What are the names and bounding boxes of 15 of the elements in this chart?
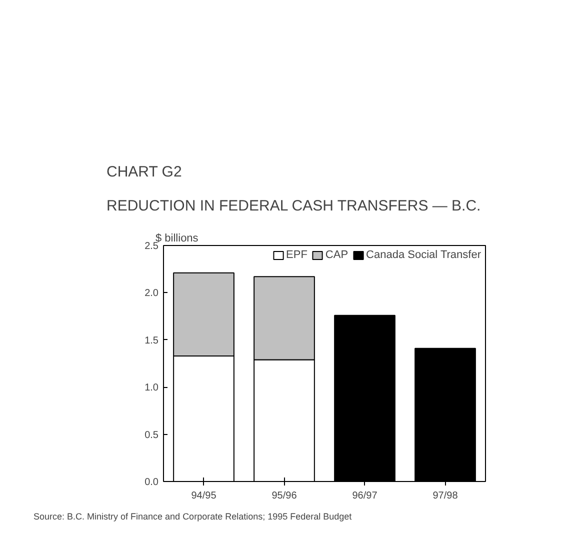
x-tick-label: 96/97 bbox=[352, 490, 378, 502]
chart-title: CHART G2 bbox=[106, 164, 182, 180]
y-tick-label: 1.5 bbox=[144, 335, 159, 346]
legend-label: EPF bbox=[286, 249, 308, 261]
x-tick-label: 95/96 bbox=[272, 490, 298, 502]
y-tick-label: 0.0 bbox=[144, 477, 159, 488]
chart-subtitle: REDUCTION IN FEDERAL CASH TRANSFERS — B.C. bbox=[106, 198, 481, 214]
y-tick-label: 0.5 bbox=[144, 430, 159, 441]
legend-label: Canada Social Transfer bbox=[366, 249, 481, 261]
source-note: Source: B.C. Ministry of Finance and Corporate Relations; 1995 Federal Budget bbox=[34, 512, 352, 522]
legend-label: CAP bbox=[325, 249, 348, 261]
y-tick-label: 2.0 bbox=[144, 288, 159, 300]
x-tick-label: 94/95 bbox=[191, 490, 217, 502]
y-tick-label: 1.0 bbox=[144, 382, 159, 394]
x-tick-label: 97/98 bbox=[432, 490, 458, 502]
